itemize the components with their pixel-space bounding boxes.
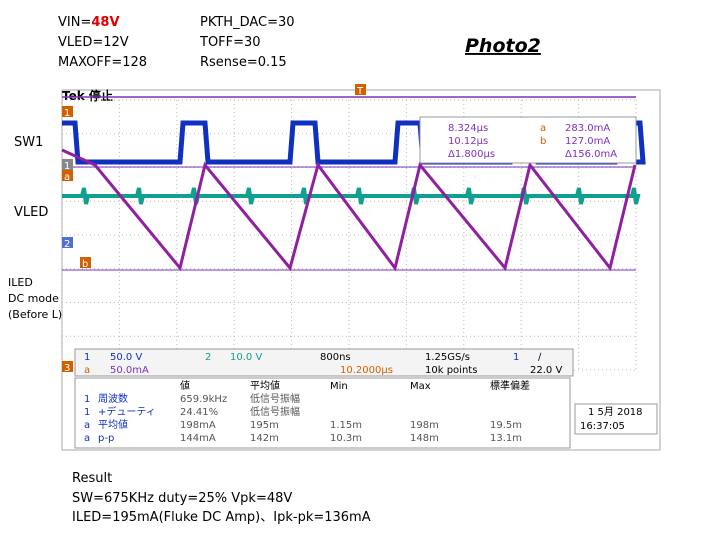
side-label: VLED <box>14 205 48 220</box>
table-header: 平均値 <box>250 379 280 392</box>
channel-marker-label: 3 <box>64 363 70 374</box>
scope-status: Tek 停止 <box>62 88 113 103</box>
table-cell: 13.1m <box>490 433 522 444</box>
table-header: 標準偏差 <box>490 379 530 392</box>
channel-id: 1 <box>84 352 90 363</box>
rsense: Rsense=0.15 <box>200 55 287 70</box>
table-cell: p-p <box>98 433 114 444</box>
table-cell: 10.3m <box>330 433 362 444</box>
table-cell: 1 <box>84 394 90 405</box>
record-length: 10k points <box>425 365 477 376</box>
cursor-value: Δ156.0mA <box>565 149 617 160</box>
maxoff: MAXOFF=128 <box>58 55 147 70</box>
channel-scale: 10.0 V <box>230 352 262 363</box>
iled-waveform <box>61 148 637 272</box>
date-box <box>574 403 658 435</box>
channel-marker-label: 1 <box>64 161 70 172</box>
sample-rate: 1.25GS/s <box>425 352 470 363</box>
table-cell: 平均値 <box>98 418 128 431</box>
channel-marker <box>355 84 366 95</box>
table-cell: 198m <box>410 420 439 431</box>
side-label: (Before L) <box>8 308 62 321</box>
date: 1 5月 2018 <box>588 406 643 418</box>
photo-title: Photo2 <box>465 35 541 57</box>
result-title: Result <box>72 471 112 486</box>
table-header: 値 <box>180 379 190 392</box>
side-label: ILED <box>8 276 33 289</box>
channel-marker <box>62 159 73 170</box>
channel-id: 2 <box>205 352 211 363</box>
channel-marker <box>62 361 73 372</box>
side-label: DC mode <box>8 292 59 305</box>
channel-marker-label: a <box>64 172 70 183</box>
cursor-value: 127.0mA <box>565 136 610 147</box>
result-line: SW=675KHz duty=25% Vpk=48V <box>72 491 292 506</box>
toff: TOFF=30 <box>199 35 261 50</box>
cursor-value: 283.0mA <box>565 123 610 134</box>
vin-label: VIN= <box>58 15 91 30</box>
channel-scale: 50.0mA <box>110 365 149 376</box>
result-line: ILED=195mA(Fluke DC Amp)、Ipk-pk=136mA <box>72 510 371 525</box>
table-header: Max <box>410 381 431 392</box>
time: 16:37:05 <box>580 421 625 432</box>
channel-marker <box>62 170 73 181</box>
table-cell: 低信号振幅 <box>250 405 300 418</box>
pkth: PKTH_DAC=30 <box>200 15 295 30</box>
measure-table <box>74 377 571 449</box>
cursor-box <box>419 116 637 164</box>
table-cell: 19.5m <box>490 420 522 431</box>
table-cell: a <box>84 420 90 431</box>
channel-marker <box>62 237 73 248</box>
vled-waveform <box>62 187 641 205</box>
channel-scale: 50.0 V <box>110 352 142 363</box>
channel-marker <box>62 106 73 117</box>
table-cell: 1.15m <box>330 420 362 431</box>
table-cell: a <box>84 433 90 444</box>
channel-id: a <box>84 365 90 376</box>
table-cell: 659.9kHz <box>180 394 227 405</box>
table-header: Min <box>330 381 348 392</box>
channel-marker-label: 2 <box>64 239 70 250</box>
trigger-level: 22.0 V <box>530 365 562 376</box>
vin: VIN=48V <box>58 15 120 30</box>
table-cell: 低信号振幅 <box>250 392 300 405</box>
channel-marker <box>80 257 91 268</box>
table-cell: 142m <box>250 433 279 444</box>
channel-marker-label: b <box>82 259 88 270</box>
trigger-source: 1 <box>513 352 519 363</box>
trigger-slope: ∕ <box>538 352 542 363</box>
vin-value: 48V <box>91 15 119 30</box>
table-cell: 148m <box>410 433 439 444</box>
cursor-name: b <box>540 136 546 147</box>
table-cell: 198mA <box>180 420 216 431</box>
trigger-pos: 10.2000μs <box>340 365 393 376</box>
cursor-time: 10.12μs <box>448 136 488 147</box>
table-cell: 195m <box>250 420 279 431</box>
settings-bar <box>74 348 574 377</box>
cursor-time: Δ1.800μs <box>448 149 495 160</box>
vled: VLED=12V <box>58 35 129 50</box>
timebase: 800ns <box>320 352 351 363</box>
channel-marker-label: 1 <box>64 108 70 119</box>
table-cell: +デューティ <box>98 405 156 418</box>
table-cell: 144mA <box>180 433 216 444</box>
table-cell: 24.41% <box>180 407 218 418</box>
table-cell: 1 <box>84 407 90 418</box>
table-cell: 周波数 <box>98 392 128 405</box>
cursor-time: 8.324μs <box>448 123 488 134</box>
channel-marker-label: T <box>356 86 364 97</box>
cursor-name: a <box>540 123 546 134</box>
side-label: SW1 <box>14 135 43 150</box>
